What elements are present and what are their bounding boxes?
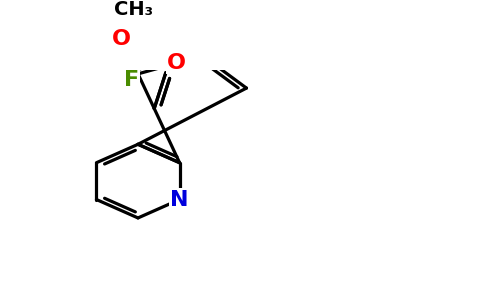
Text: CH₃: CH₃	[114, 0, 153, 19]
Text: N: N	[170, 190, 189, 209]
Text: F: F	[123, 70, 139, 90]
Text: O: O	[112, 29, 131, 49]
Text: O: O	[167, 53, 186, 73]
